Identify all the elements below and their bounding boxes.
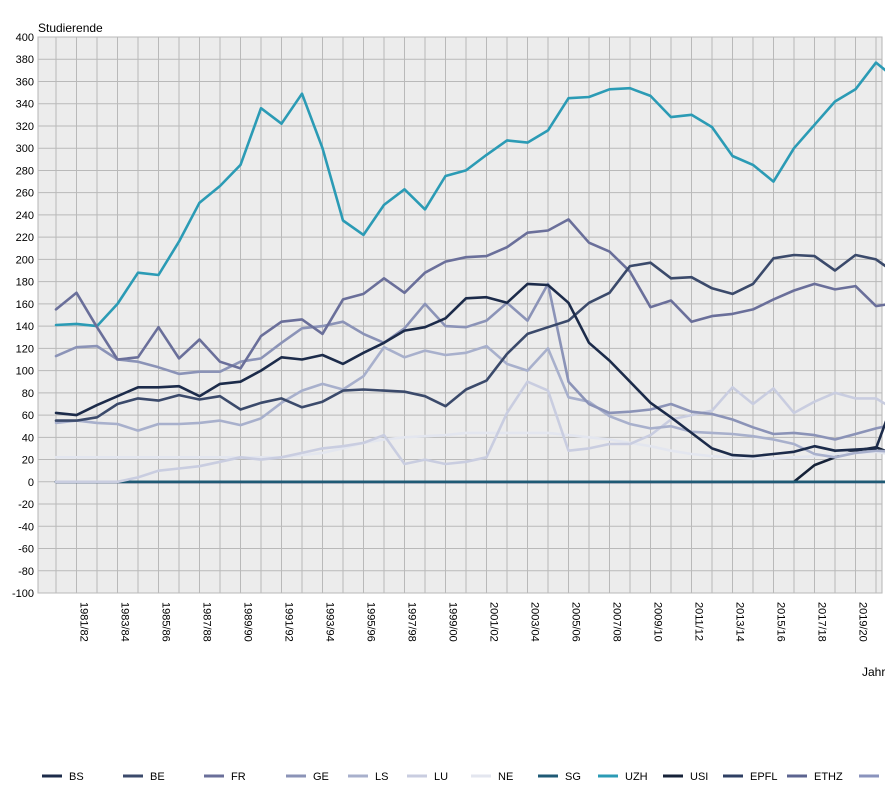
x-axis-ticks: 1981/82 1983/84 1985/86 1987/88 1989/90 1991/… bbox=[78, 602, 885, 642]
x-tick-label: 2013/14 bbox=[734, 602, 746, 642]
y-tick-label: 180 bbox=[16, 277, 34, 289]
x-tick-label: 1999/00 bbox=[447, 602, 459, 642]
x-tick-label: 2011/12 bbox=[693, 602, 705, 641]
x-tick-label: 1983/84 bbox=[119, 602, 131, 642]
legend-label: NE bbox=[498, 771, 513, 783]
y-tick-label: -100 bbox=[12, 588, 34, 600]
y-tick-label: 80 bbox=[22, 388, 34, 400]
y-tick-label: 280 bbox=[16, 165, 34, 177]
legend-label: LS bbox=[375, 771, 388, 783]
x-tick-label: 2001/02 bbox=[488, 602, 500, 642]
legend-label: BE bbox=[150, 771, 165, 783]
y-tick-label: 400 bbox=[16, 32, 34, 44]
y-tick-label: 0 bbox=[28, 477, 34, 489]
y-tick-label: 260 bbox=[16, 188, 34, 200]
y-tick-label: 160 bbox=[16, 299, 34, 311]
legend-item-ls: LS bbox=[348, 771, 388, 783]
x-tick-label: 2009/10 bbox=[652, 602, 664, 642]
x-tick-label: 2005/06 bbox=[570, 602, 582, 642]
x-tick-label: 2015/16 bbox=[775, 602, 787, 642]
legend-label: EPFL bbox=[750, 771, 778, 783]
legend-item-ne: NE bbox=[471, 771, 513, 783]
legend-label: ETHZ bbox=[814, 771, 843, 783]
y-tick-label: 40 bbox=[22, 432, 34, 444]
legend: BS BE FR GE LS LU NE SG UZH USI EPFL ETHZ Andere UI bbox=[42, 771, 885, 783]
legend-item-andere-ui: Andere UI bbox=[859, 771, 885, 783]
legend-label: UZH bbox=[625, 771, 648, 783]
x-tick-label: 1987/88 bbox=[201, 602, 213, 642]
y-tick-label: 20 bbox=[22, 455, 34, 467]
x-tick-label: 1985/86 bbox=[160, 602, 172, 642]
y-tick-label: 220 bbox=[16, 232, 34, 244]
legend-item-epfl: EPFL bbox=[723, 771, 778, 783]
legend-item-be: BE bbox=[123, 771, 165, 783]
legend-item-uzh: UZH bbox=[598, 771, 648, 783]
x-tick-label: 1997/98 bbox=[406, 602, 418, 642]
x-tick-label: 2019/20 bbox=[857, 602, 869, 642]
plot-area bbox=[38, 37, 882, 593]
legend-item-usi: USI bbox=[663, 771, 708, 783]
x-tick-label: 1989/90 bbox=[242, 602, 254, 642]
y-tick-label: 340 bbox=[16, 99, 34, 111]
y-tick-label: 100 bbox=[16, 366, 34, 378]
legend-label: SG bbox=[565, 771, 581, 783]
y-tick-label: -80 bbox=[18, 566, 34, 578]
legend-label: FR bbox=[231, 771, 246, 783]
x-tick-label: 1991/92 bbox=[283, 602, 295, 642]
legend-label: USI bbox=[690, 771, 708, 783]
y-tick-label: 60 bbox=[22, 410, 34, 422]
y-axis-title: Studierende bbox=[38, 21, 103, 35]
x-tick-label: 2017/18 bbox=[816, 602, 828, 642]
legend-item-bs: BS bbox=[42, 771, 84, 783]
y-tick-label: 320 bbox=[16, 121, 34, 133]
x-tick-label: 2007/08 bbox=[611, 602, 623, 642]
y-tick-label: -20 bbox=[18, 499, 34, 511]
legend-label: LU bbox=[434, 771, 448, 783]
y-tick-label: 240 bbox=[16, 210, 34, 222]
y-tick-label: 380 bbox=[16, 54, 34, 66]
y-tick-label: 120 bbox=[16, 343, 34, 355]
legend-item-ge: GE bbox=[286, 771, 329, 783]
y-tick-label: -40 bbox=[18, 521, 34, 533]
y-axis-ticks: 4003803603403203002802602402202001801601… bbox=[12, 32, 34, 600]
x-axis-title: Jahr bbox=[862, 665, 885, 679]
legend-label: GE bbox=[313, 771, 329, 783]
y-tick-label: 200 bbox=[16, 254, 34, 266]
y-tick-label: -60 bbox=[18, 544, 34, 556]
y-tick-label: 360 bbox=[16, 76, 34, 88]
legend-label: BS bbox=[69, 771, 84, 783]
x-tick-label: 1995/96 bbox=[365, 602, 377, 642]
x-tick-label: 1993/94 bbox=[324, 602, 336, 642]
legend-item-ethz: ETHZ bbox=[787, 771, 843, 783]
legend-item-fr: FR bbox=[204, 771, 246, 783]
y-tick-label: 300 bbox=[16, 143, 34, 155]
legend-item-sg: SG bbox=[538, 771, 581, 783]
x-tick-label: 1981/82 bbox=[78, 602, 90, 642]
x-tick-label: 2003/04 bbox=[529, 602, 541, 642]
legend-item-lu: LU bbox=[407, 771, 448, 783]
y-tick-label: 140 bbox=[16, 321, 34, 333]
